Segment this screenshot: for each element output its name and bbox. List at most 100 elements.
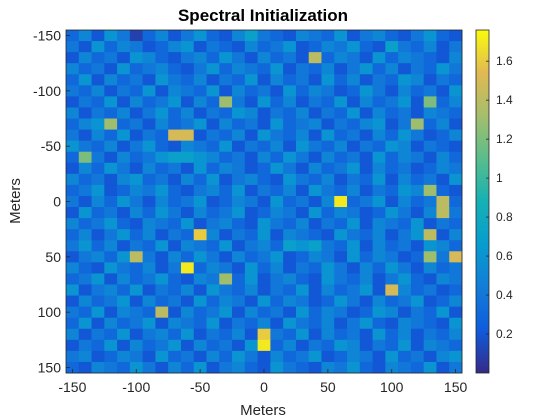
heatmap-cell: [347, 162, 361, 175]
heatmap-cell: [372, 129, 386, 142]
heatmap-cell: [193, 251, 207, 263]
heatmap-cell: [129, 41, 144, 53]
heatmap-cell: [78, 195, 92, 208]
heatmap-cell: [385, 240, 399, 252]
heatmap-cell: [410, 96, 425, 108]
heatmap-cell: [206, 118, 220, 130]
heatmap-cell: [436, 284, 450, 296]
heatmap-cell: [232, 229, 246, 241]
heatmap-cell: [359, 41, 373, 53]
heatmap-cell: [180, 207, 195, 219]
heatmap-cell: [321, 140, 335, 153]
heatmap-cell: [232, 173, 246, 186]
heatmap-cell: [449, 240, 463, 252]
colorbar-tick-label: 0.8: [496, 210, 513, 224]
heatmap-cell: [334, 328, 348, 341]
heatmap-cell: [155, 74, 169, 86]
heatmap-cell: [232, 184, 246, 197]
y-tick-label: -100: [33, 83, 61, 99]
heatmap-cell: [104, 317, 118, 330]
heatmap-cell: [321, 328, 335, 341]
heatmap-cell: [257, 218, 271, 230]
heatmap-cell: [295, 350, 310, 363]
heatmap-cell: [219, 118, 233, 130]
heatmap-cell: [91, 30, 105, 42]
heatmap-cell: [219, 251, 233, 263]
heatmap-cell: [385, 107, 399, 119]
heatmap-cell: [410, 207, 425, 219]
heatmap-cell: [334, 350, 348, 363]
heatmap-cell: [436, 118, 450, 130]
heatmap-cell: [142, 173, 156, 186]
heatmap-cell: [321, 306, 335, 319]
heatmap-cell: [308, 85, 322, 97]
heatmap-cell: [295, 129, 310, 142]
heatmap-cell: [206, 41, 220, 53]
heatmap-cell: [449, 251, 463, 263]
heatmap-cell: [257, 262, 271, 274]
heatmap-cell: [321, 30, 335, 42]
heatmap-cell: [449, 118, 463, 130]
heatmap-cell: [104, 339, 118, 352]
heatmap-cell: [436, 317, 450, 330]
heatmap-cell: [398, 273, 412, 285]
heatmap-cell: [91, 317, 105, 330]
heatmap-cell: [385, 284, 399, 296]
heatmap-cell: [334, 140, 348, 153]
heatmap-cell: [385, 273, 399, 285]
x-tick-label: 50: [320, 379, 336, 395]
heatmap-cell: [423, 317, 437, 330]
heatmap-cell: [232, 273, 246, 285]
heatmap-cell: [321, 317, 335, 330]
heatmap-cell: [436, 195, 450, 208]
heatmap-cell: [410, 162, 425, 175]
heatmap-cell: [78, 218, 92, 230]
heatmap-cell: [423, 184, 437, 197]
heatmap-cell: [308, 240, 322, 252]
heatmap-cell: [129, 218, 144, 230]
heatmap-cell: [66, 85, 80, 97]
heatmap-cell: [155, 284, 169, 296]
heatmap-cell: [321, 284, 335, 296]
heatmap-cell: [193, 162, 207, 175]
heatmap-cell: [410, 317, 425, 330]
heatmap-cell: [436, 52, 450, 64]
heatmap-cell: [295, 85, 310, 97]
heatmap-cell: [155, 273, 169, 285]
heatmap-cell: [206, 273, 220, 285]
x-tick-label: -50: [190, 379, 210, 395]
heatmap-cell: [104, 63, 118, 75]
heatmap-cell: [410, 195, 425, 208]
heatmap-cell: [117, 295, 131, 308]
heatmap-cell: [436, 107, 450, 119]
heatmap-cell: [91, 140, 105, 153]
x-tick-label: -100: [122, 379, 150, 395]
heatmap-cell: [232, 96, 246, 108]
heatmap-cell: [359, 306, 373, 319]
heatmap-cell: [142, 218, 156, 230]
heatmap-cell: [423, 173, 437, 186]
heatmap-cell: [168, 229, 182, 241]
heatmap-cell: [334, 339, 348, 352]
heatmap-cell: [168, 162, 182, 175]
heatmap-cell: [219, 328, 233, 341]
heatmap-cell: [78, 107, 92, 119]
heatmap-cell: [321, 218, 335, 230]
heatmap-cell: [117, 339, 131, 352]
heatmap-cell: [385, 41, 399, 53]
heatmap-cell: [155, 317, 169, 330]
heatmap-cell: [104, 129, 118, 142]
heatmap-cell: [321, 151, 335, 164]
heatmap-cell: [78, 317, 92, 330]
heatmap-cell: [423, 207, 437, 219]
heatmap-cell: [270, 251, 284, 263]
heatmap-cell: [142, 284, 156, 296]
heatmap-cell: [321, 85, 335, 97]
heatmap-cell: [410, 295, 425, 308]
heatmap-cell: [206, 262, 220, 274]
heatmap-cell: [270, 273, 284, 285]
heatmap-cell: [398, 361, 412, 374]
heatmap-cell: [155, 52, 169, 64]
heatmap-cell: [347, 339, 361, 352]
heatmap-cell: [219, 140, 233, 153]
